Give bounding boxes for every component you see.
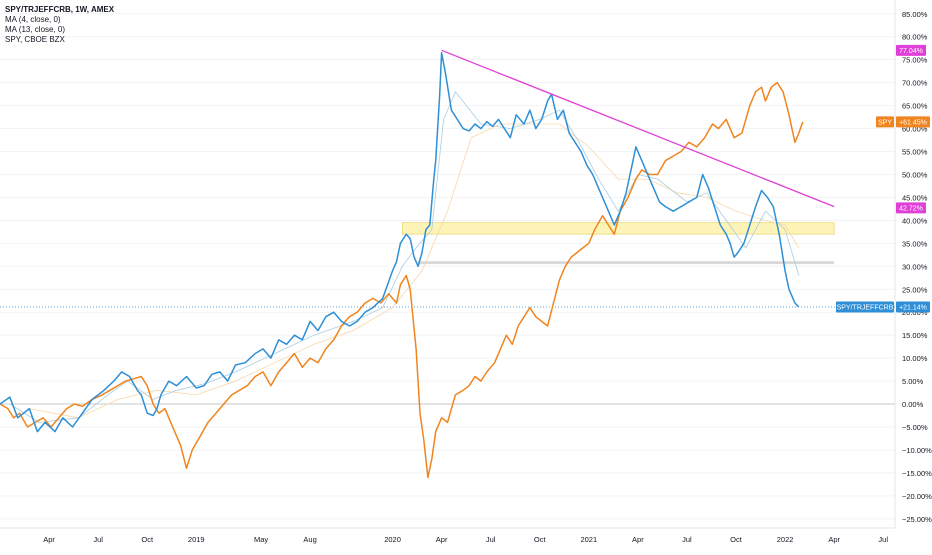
y-tick-label: −10.00% (902, 446, 932, 455)
x-tick-label: Jul (93, 535, 103, 544)
y-tick-label: 10.00% (902, 354, 928, 363)
y-tick-label: −15.00% (902, 469, 932, 478)
x-tick-label: May (254, 535, 268, 544)
y-tick-label: 75.00% (902, 56, 928, 65)
price-label-bg (876, 116, 894, 128)
y-tick-label: 40.00% (902, 216, 928, 225)
y-tick-label: −25.00% (902, 515, 932, 524)
y-tick-label: 65.00% (902, 102, 928, 111)
y-tick-label: 50.00% (902, 170, 928, 179)
price-label: SPY/TRJEFFCRB (837, 304, 894, 311)
y-tick-label: 25.00% (902, 285, 928, 294)
x-tick-label: Apr (436, 535, 448, 544)
x-tick-label: Oct (141, 535, 154, 544)
y-tick-label: 0.00% (902, 400, 924, 409)
y-tick-label: 35.00% (902, 239, 928, 248)
x-tick-label: Aug (303, 535, 316, 544)
support-zone-grey (418, 261, 835, 265)
y-tick-label: 20.00% (902, 308, 928, 317)
price-label: +21.14% (899, 304, 927, 311)
series-line-ma13 (29, 123, 800, 419)
y-tick-label: 30.00% (902, 262, 928, 271)
x-tick-label: Jul (682, 535, 692, 544)
price-label-bg (836, 301, 894, 313)
price-label: 77.04% (899, 48, 923, 55)
x-tick-label: Oct (534, 535, 547, 544)
y-tick-label: 55.00% (902, 148, 928, 157)
series-line-spy-trjeffcrb (0, 52, 800, 433)
x-tick-label: Jul (486, 535, 496, 544)
price-label-bg (896, 202, 926, 214)
price-label: 42.72% (899, 205, 923, 212)
x-tick-label: Apr (43, 535, 55, 544)
legend-panel: SPY/TRJEFFCRB, 1W, AMEX MA (4, close, 0)… (5, 5, 114, 45)
support-zone-yellow (401, 222, 835, 235)
price-label: +61.45% (899, 119, 927, 126)
x-tick-label: 2022 (777, 535, 794, 544)
price-label-bg (896, 301, 930, 313)
x-tick-label: Jul (878, 535, 888, 544)
legend-ma13[interactable]: MA (13, close, 0) (5, 25, 66, 34)
x-tick-label: Apr (828, 535, 840, 544)
y-tick-label: 80.00% (902, 33, 928, 42)
y-tick-label: 45.00% (902, 193, 928, 202)
x-tick-label: 2021 (580, 535, 597, 544)
y-tick-label: 60.00% (902, 125, 928, 134)
y-tick-label: −20.00% (902, 492, 932, 501)
legend-main-title[interactable]: SPY/TRJEFFCRB, 1W, AMEX (5, 5, 115, 14)
y-tick-label: 85.00% (902, 10, 928, 19)
trendline-resistance (441, 49, 835, 208)
series-line-ma4 (9, 91, 800, 423)
x-tick-label: Apr (632, 535, 644, 544)
y-tick-label: 15.00% (902, 331, 928, 340)
legend-ma4[interactable]: MA (4, close, 0) (5, 15, 61, 24)
x-tick-label: 2019 (188, 535, 205, 544)
y-tick-label: 5.00% (902, 377, 924, 386)
legend-compare-series[interactable]: SPY, CBOE BZX (5, 35, 65, 44)
x-tick-label: Oct (730, 535, 743, 544)
y-tick-label: 70.00% (902, 79, 928, 88)
price-label: SPY (878, 119, 892, 126)
series-line-spy (0, 81, 804, 479)
price-label-bg (896, 116, 930, 128)
price-label-bg (896, 44, 926, 56)
y-tick-label: −5.00% (902, 423, 928, 432)
x-tick-label: 2020 (384, 535, 401, 544)
